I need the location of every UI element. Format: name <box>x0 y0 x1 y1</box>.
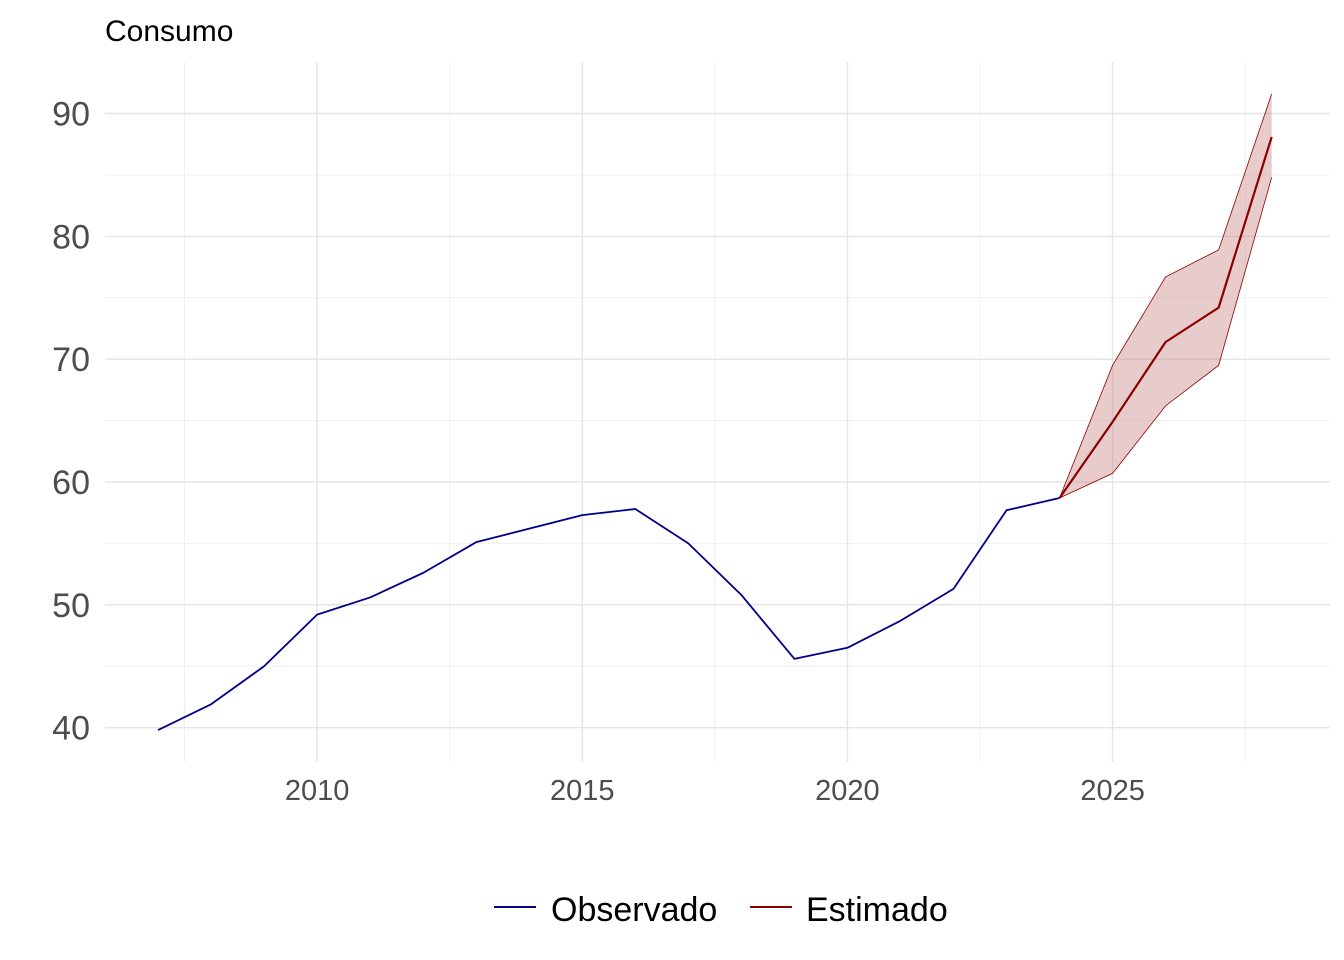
x-tick-label: 2020 <box>815 775 880 807</box>
lower-bound-line <box>1059 177 1273 499</box>
series-line-estimado <box>1058 136 1273 499</box>
confidence-band-area <box>1059 93 1272 498</box>
y-tick-label: 50 <box>52 587 90 625</box>
legend-label-observado: Observado <box>551 891 717 929</box>
confidence-band <box>1059 93 1273 499</box>
x-tick-label: 2015 <box>550 775 615 807</box>
y-tick-label: 70 <box>52 341 90 379</box>
y-tick-label: 40 <box>52 710 90 748</box>
y-tick-label: 60 <box>52 464 90 502</box>
legend-label-estimado: Estimado <box>806 891 948 929</box>
series-line-observado <box>157 497 1060 731</box>
upper-bound-line <box>1059 93 1273 499</box>
x-tick-label: 2025 <box>1080 775 1145 807</box>
y-tick-label: 80 <box>52 218 90 256</box>
series-lines <box>157 136 1273 731</box>
y-axis: 40 50 60 70 80 90 <box>52 96 90 748</box>
chart-title: Consumo <box>105 15 233 48</box>
x-tick-label: 2010 <box>285 775 350 807</box>
x-axis: 2010 2015 2020 2025 <box>285 775 1145 807</box>
y-tick-label: 90 <box>52 96 90 134</box>
legend: Observado Estimado <box>494 891 948 929</box>
grid <box>105 62 1330 762</box>
